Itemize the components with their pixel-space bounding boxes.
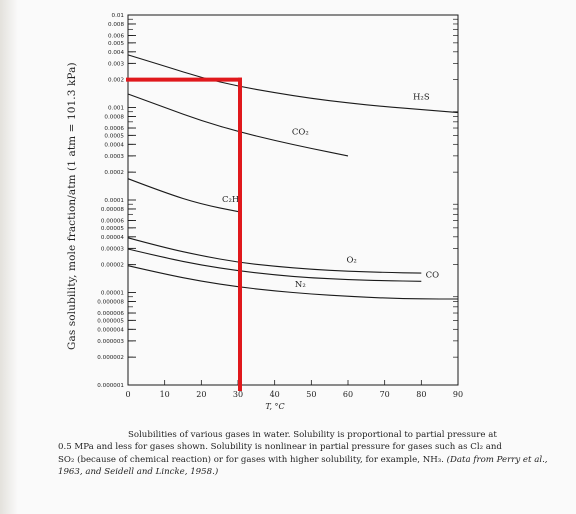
y-tick-label: 0.003 — [108, 61, 124, 67]
y-tick-label: 0.004 — [108, 50, 124, 56]
series-n-label: N₂ — [295, 280, 306, 290]
y-tick-label: 0.008 — [108, 22, 124, 28]
y-axis-label: Gas solubility, mole fraction/atm (1 atm… — [66, 62, 78, 350]
y-tick-label: 0.000005 — [97, 318, 124, 324]
y-tick-label: 0.000003 — [97, 339, 124, 345]
y-tick-label: 0.0002 — [104, 170, 124, 176]
y-tick-label: 0.000002 — [97, 355, 124, 361]
y-tick-label: 0.001 — [108, 106, 124, 112]
caption-line-1: Solubilities of various gases in water. … — [128, 430, 497, 440]
y-tick-label: 0.00006 — [101, 219, 125, 225]
y-tick-label: 0.00005 — [101, 226, 125, 232]
x-tick-label: 0 — [125, 390, 130, 399]
series-n-curve — [127, 265, 458, 300]
y-tick-label: 0.00002 — [101, 263, 124, 269]
y-tick-label: 0.00008 — [101, 207, 125, 213]
y-tick-label: 0.0008 — [104, 114, 124, 120]
series-o-curve — [127, 237, 422, 274]
series-co-label: CO — [426, 270, 440, 280]
x-tick-label: 70 — [380, 390, 390, 399]
y-tick-label: 0.002 — [108, 78, 124, 84]
x-axis-label: T, °C — [265, 402, 284, 411]
y-tick-label: 0.000001 — [97, 383, 124, 389]
y-tick-label: 0.00003 — [101, 246, 125, 252]
series-ch-curve — [127, 178, 239, 213]
x-tick-label: 10 — [160, 390, 170, 399]
x-tick-label: 80 — [416, 390, 426, 399]
y-tick-label: 0.00004 — [101, 235, 125, 241]
series-co-curve — [127, 248, 422, 282]
y-tick-label: 0.005 — [108, 41, 124, 47]
series-o-label: O₂ — [346, 256, 356, 266]
caption-source-note: (Data from Perry et al., 1963, and Seide… — [58, 454, 548, 477]
y-tick-label: 0.0001 — [104, 198, 124, 204]
x-tick-label: 40 — [270, 390, 280, 399]
series-hs-label: H₂S — [413, 92, 430, 102]
x-tick-label: 90 — [453, 390, 463, 399]
y-tick-label: 0.000006 — [97, 311, 124, 317]
caption-line-3: SO₂ (because of chemical reaction) or fo… — [58, 454, 444, 465]
caption-line-2: 0.5 MPa and less for gases shown. Solubi… — [58, 442, 502, 453]
y-tick-label: 0.000004 — [97, 327, 124, 333]
series-co-label: CO₂ — [292, 127, 309, 137]
x-tick-label: 60 — [343, 390, 353, 399]
series-ch-label: C₂H — [222, 195, 239, 205]
page-edge-shadow — [0, 0, 18, 514]
y-tick-label: 0.00001 — [101, 291, 125, 297]
y-tick-label: 0.01 — [112, 13, 125, 19]
y-tick-label: 0.0005 — [104, 133, 124, 139]
x-tick-label: 50 — [306, 390, 316, 399]
y-tick-label: 0.006 — [108, 34, 124, 40]
figure-caption: Solubilities of various gases in water. … — [58, 429, 558, 478]
x-tick-label: 30 — [233, 390, 243, 399]
y-tick-label: 0.0006 — [104, 126, 124, 132]
y-tick-label: 0.0003 — [104, 154, 124, 160]
x-tick-label: 20 — [196, 390, 206, 399]
y-tick-label: 0.0004 — [104, 142, 124, 148]
y-tick-label: 0.000008 — [97, 299, 124, 305]
series-hs-curve — [127, 54, 459, 114]
